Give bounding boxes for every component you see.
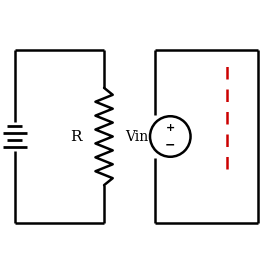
Text: R: R [70, 129, 82, 144]
Text: Vin: Vin [125, 129, 149, 144]
Text: −: − [165, 138, 176, 151]
Text: +: + [166, 123, 175, 133]
